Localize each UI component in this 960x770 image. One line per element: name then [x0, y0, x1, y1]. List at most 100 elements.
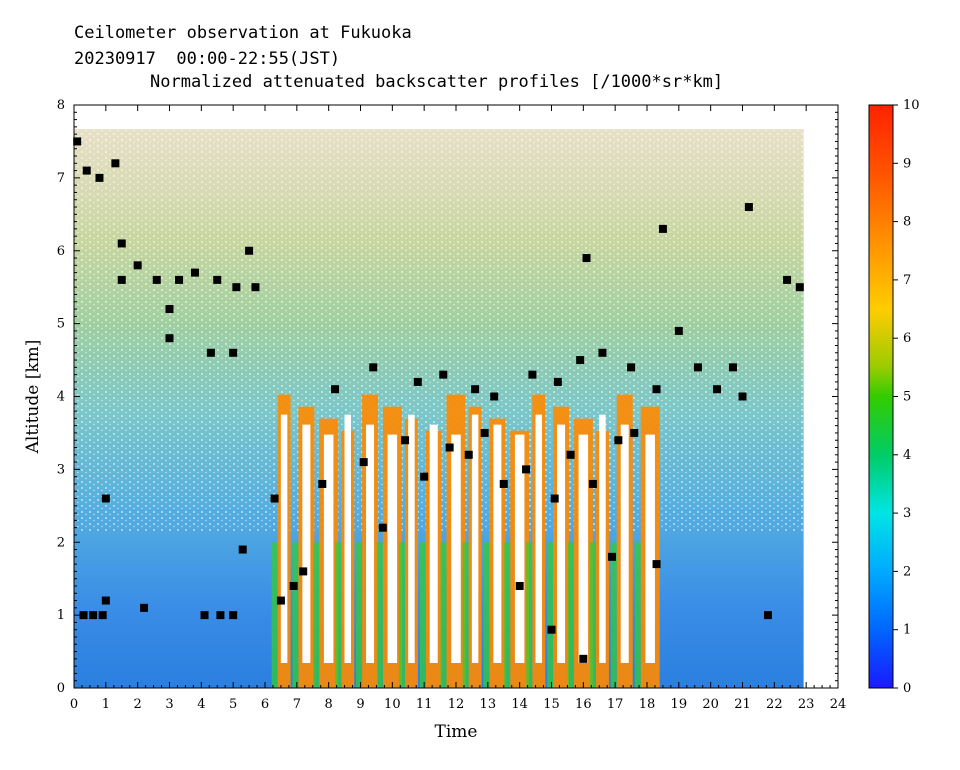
cloud-base-marker — [490, 392, 499, 401]
column-edge — [376, 542, 383, 688]
cloud-base-marker — [175, 275, 184, 284]
colorbar-tick-label: 6 — [903, 331, 911, 346]
cloud-base-marker — [614, 436, 623, 445]
cloud-base-marker — [369, 363, 378, 372]
cloud-base-marker — [630, 428, 639, 437]
column-edge — [634, 542, 641, 688]
column-edge — [356, 542, 363, 688]
colorbar-tick-label: 8 — [903, 215, 911, 230]
cloud-base-marker — [378, 523, 387, 532]
cloud-base-marker — [522, 465, 531, 474]
cloud-base-marker — [713, 385, 722, 394]
x-tick-label: 20 — [702, 697, 719, 712]
cloud-base-marker — [73, 137, 82, 146]
colorbar-tick-label: 4 — [903, 448, 911, 463]
cloud-base-marker — [550, 494, 559, 503]
saturated-core — [302, 424, 311, 663]
y-tick-label: 1 — [57, 608, 65, 623]
chart-title-quantity: Normalized attenuated backscatter profil… — [150, 72, 724, 92]
x-axis-label: Time — [435, 722, 478, 742]
cloud-base-marker — [783, 275, 792, 284]
colorbar-tick-label: 1 — [903, 623, 911, 638]
cloud-base-marker — [528, 370, 537, 379]
cloud-base-marker — [652, 560, 661, 569]
column-edge — [547, 542, 554, 688]
colorbar: 0 1 2 3 4 5 6 7 8 9 10 — [868, 98, 920, 696]
cloud-base-marker — [190, 268, 199, 277]
y-axis-label: Altitude [km] — [23, 340, 43, 455]
cloud-base-marker — [652, 385, 661, 394]
x-tick-label: 9 — [356, 697, 364, 712]
chart-title-date: 20230917 00:00-22:55(JST) — [74, 49, 341, 69]
cloud-base-marker — [82, 166, 91, 175]
cloud-base-marker — [499, 479, 508, 488]
y-tick-label: 6 — [57, 244, 65, 259]
y-tick-label: 4 — [57, 390, 65, 405]
saturated-core — [557, 424, 566, 663]
cloud-base-marker — [140, 603, 149, 612]
column-edge — [504, 542, 511, 688]
cloud-base-marker — [553, 377, 562, 386]
cloud-base-marker — [674, 326, 683, 335]
x-tick-label: 7 — [293, 697, 301, 712]
colorbar-tick-label: 10 — [903, 98, 920, 113]
saturated-core — [408, 414, 415, 663]
cloud-base-marker — [165, 334, 174, 343]
x-tick-label: 1 — [102, 697, 110, 712]
cloud-base-marker — [111, 159, 120, 168]
column-edge — [398, 542, 405, 688]
saturated-core — [366, 424, 375, 663]
axes: 0 1 2 3 4 5 6 7 8 9 10 11 12 13 14 15 16 17 18 19 20 21 22 23 24… — [23, 98, 846, 742]
cloud-base-marker — [607, 552, 616, 561]
cloud-base-marker — [576, 356, 585, 365]
saturated-core — [280, 414, 288, 663]
x-tick-label: 13 — [480, 697, 497, 712]
cloud-base-marker — [420, 472, 429, 481]
cloud-base-marker — [439, 370, 448, 379]
x-tick-label: 21 — [734, 697, 751, 712]
colorbar-tick-label: 5 — [903, 390, 911, 405]
cloud-base-marker — [579, 654, 588, 663]
cloud-base-marker — [89, 611, 98, 620]
cloud-base-marker — [566, 450, 575, 459]
x-tick-label: 17 — [607, 697, 624, 712]
x-tick-label: 0 — [70, 697, 78, 712]
colorbar-tick-label: 9 — [903, 156, 911, 171]
saturated-core — [323, 434, 334, 663]
cloud-base-marker — [693, 363, 702, 372]
cloud-base-marker — [101, 494, 110, 503]
x-tick-label: 8 — [325, 697, 333, 712]
cloud-base-marker — [200, 611, 209, 620]
cloud-base-marker — [598, 348, 607, 357]
x-tick-label: 5 — [229, 697, 237, 712]
cloud-base-marker — [101, 596, 110, 605]
cloud-base-marker — [401, 436, 410, 445]
saturated-core — [344, 414, 352, 663]
saturated-core — [578, 434, 589, 663]
cloud-base-marker — [276, 596, 285, 605]
cloud-base-marker — [289, 581, 298, 590]
x-tick-label: 18 — [639, 697, 656, 712]
cloud-base-marker — [728, 363, 737, 372]
cloud-base-marker — [627, 363, 636, 372]
cloud-base-marker — [251, 283, 260, 292]
column-edge — [589, 542, 596, 688]
cloud-base-marker — [95, 173, 104, 182]
y-tick-label: 2 — [57, 535, 65, 550]
cloud-base-marker — [464, 450, 473, 459]
saturated-core — [514, 434, 525, 663]
colorbar-gradient — [868, 104, 894, 689]
cloud-base-marker — [206, 348, 215, 357]
plot-area — [73, 129, 804, 688]
cloud-base-marker — [238, 545, 247, 554]
colorbar-tick-label: 3 — [903, 506, 911, 521]
saturated-core — [451, 434, 461, 663]
saturated-core — [620, 424, 629, 663]
cloud-base-marker — [245, 246, 254, 255]
saturated-core — [645, 434, 655, 663]
cloud-base-marker — [359, 458, 368, 467]
column-edge — [419, 542, 426, 688]
cloud-base-marker — [547, 625, 556, 634]
column-edge — [292, 542, 299, 688]
